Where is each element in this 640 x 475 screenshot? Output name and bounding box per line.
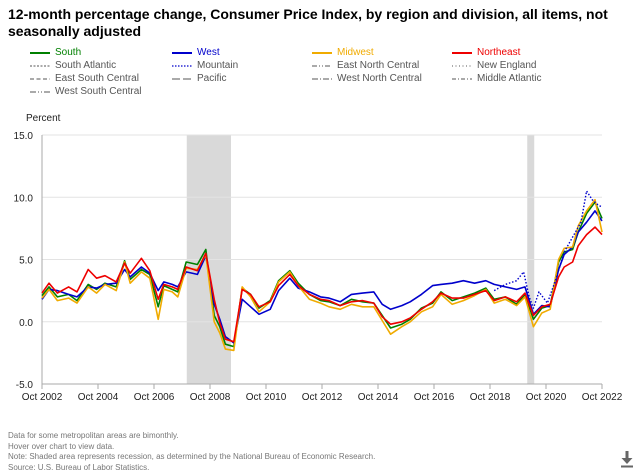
legend-item-mountain[interactable]: Mountain xyxy=(172,60,238,72)
series-line-midwest[interactable] xyxy=(41,198,603,352)
legend-label: West North Central xyxy=(337,73,422,84)
x-tick-label: Oct 2016 xyxy=(414,392,455,403)
legend-swatch xyxy=(172,52,192,54)
x-tick-label: Oct 2018 xyxy=(470,392,511,403)
note-bimonthly: Data for some metropolitan areas are bim… xyxy=(8,431,179,440)
y-tick-label: -5.0 xyxy=(16,380,34,391)
legend-swatch xyxy=(30,78,50,80)
legend-swatch xyxy=(312,78,332,80)
x-tick-label: Oct 2002 xyxy=(22,392,63,403)
legend-swatch xyxy=(312,52,332,54)
legend-item-east-north-central[interactable]: East North Central xyxy=(312,60,419,72)
y-tick-label: 5.0 xyxy=(19,256,33,267)
legend-label: Midwest xyxy=(337,47,374,58)
x-tick-label: Oct 2014 xyxy=(358,392,399,403)
legend-item-south-atlantic[interactable]: South Atlantic xyxy=(30,60,116,72)
legend-swatch xyxy=(172,65,192,67)
legend-item-new-england[interactable]: New England xyxy=(452,60,536,72)
legend-item-midwest[interactable]: Midwest xyxy=(312,47,374,59)
series-line-west[interactable] xyxy=(41,210,603,344)
x-tick-label: Oct 2022 xyxy=(582,392,623,403)
legend-item-west-south-central[interactable]: West South Central xyxy=(30,86,142,98)
legend-label: East North Central xyxy=(337,60,420,71)
legend-label: Mountain xyxy=(197,60,239,71)
x-tick-label: Oct 2004 xyxy=(78,392,119,403)
note-hover: Hover over chart to view data. xyxy=(8,441,115,451)
legend-swatch xyxy=(30,52,50,54)
note-recession: Note: Shaded area represents recession, … xyxy=(8,452,376,461)
legend-label: West South Central xyxy=(55,86,142,97)
chart-notes: Data for some metropolitan areas are bim… xyxy=(8,431,375,473)
legend-label: Middle Atlantic xyxy=(477,73,542,84)
chart-legend: South West Midwest Northeast South Atlantic M… xyxy=(0,0,640,100)
legend-swatch xyxy=(30,91,50,93)
series-line-northeast[interactable] xyxy=(41,226,603,343)
legend-item-west[interactable]: West xyxy=(172,47,220,59)
legend-label: Northeast xyxy=(477,47,521,58)
y-tick-label: 0.0 xyxy=(19,318,33,329)
legend-item-south[interactable]: South xyxy=(30,47,81,59)
legend-item-west-north-central[interactable]: West North Central xyxy=(312,73,422,85)
y-tick-label: 10.0 xyxy=(14,193,34,204)
legend-swatch xyxy=(452,78,472,80)
legend-item-east-south-central[interactable]: East South Central xyxy=(30,73,139,85)
y-tick-label: 15.0 xyxy=(14,131,34,142)
x-tick-label: Oct 2008 xyxy=(190,392,231,403)
x-tick-label: Oct 2020 xyxy=(526,392,567,403)
x-tick-label: Oct 2012 xyxy=(302,392,343,403)
legend-item-northeast[interactable]: Northeast xyxy=(452,47,520,59)
legend-label: West xyxy=(197,47,220,58)
chart-title: 12-month percentage change, Consumer Pri… xyxy=(8,6,608,39)
legend-label: South Atlantic xyxy=(55,60,117,71)
x-tick-label: Oct 2006 xyxy=(134,392,175,403)
legend-label: South xyxy=(55,47,82,58)
legend-label: East South Central xyxy=(55,73,139,84)
legend-label: New England xyxy=(477,60,537,71)
series-line-mountain[interactable] xyxy=(493,190,603,309)
note-source: Source: U.S. Bureau of Labor Statistics. xyxy=(8,462,150,472)
legend-item-pacific[interactable]: Pacific xyxy=(172,73,226,85)
series-line-south[interactable] xyxy=(41,201,603,348)
legend-item-middle-atlantic[interactable]: Middle Atlantic xyxy=(452,73,541,85)
y-axis-title: Percent xyxy=(26,113,61,124)
x-tick-label: Oct 2010 xyxy=(246,392,287,403)
download-icon[interactable] xyxy=(620,450,634,468)
legend-swatch xyxy=(172,78,192,80)
legend-swatch xyxy=(312,65,332,67)
legend-swatch xyxy=(452,52,472,54)
legend-label: Pacific xyxy=(197,73,227,84)
